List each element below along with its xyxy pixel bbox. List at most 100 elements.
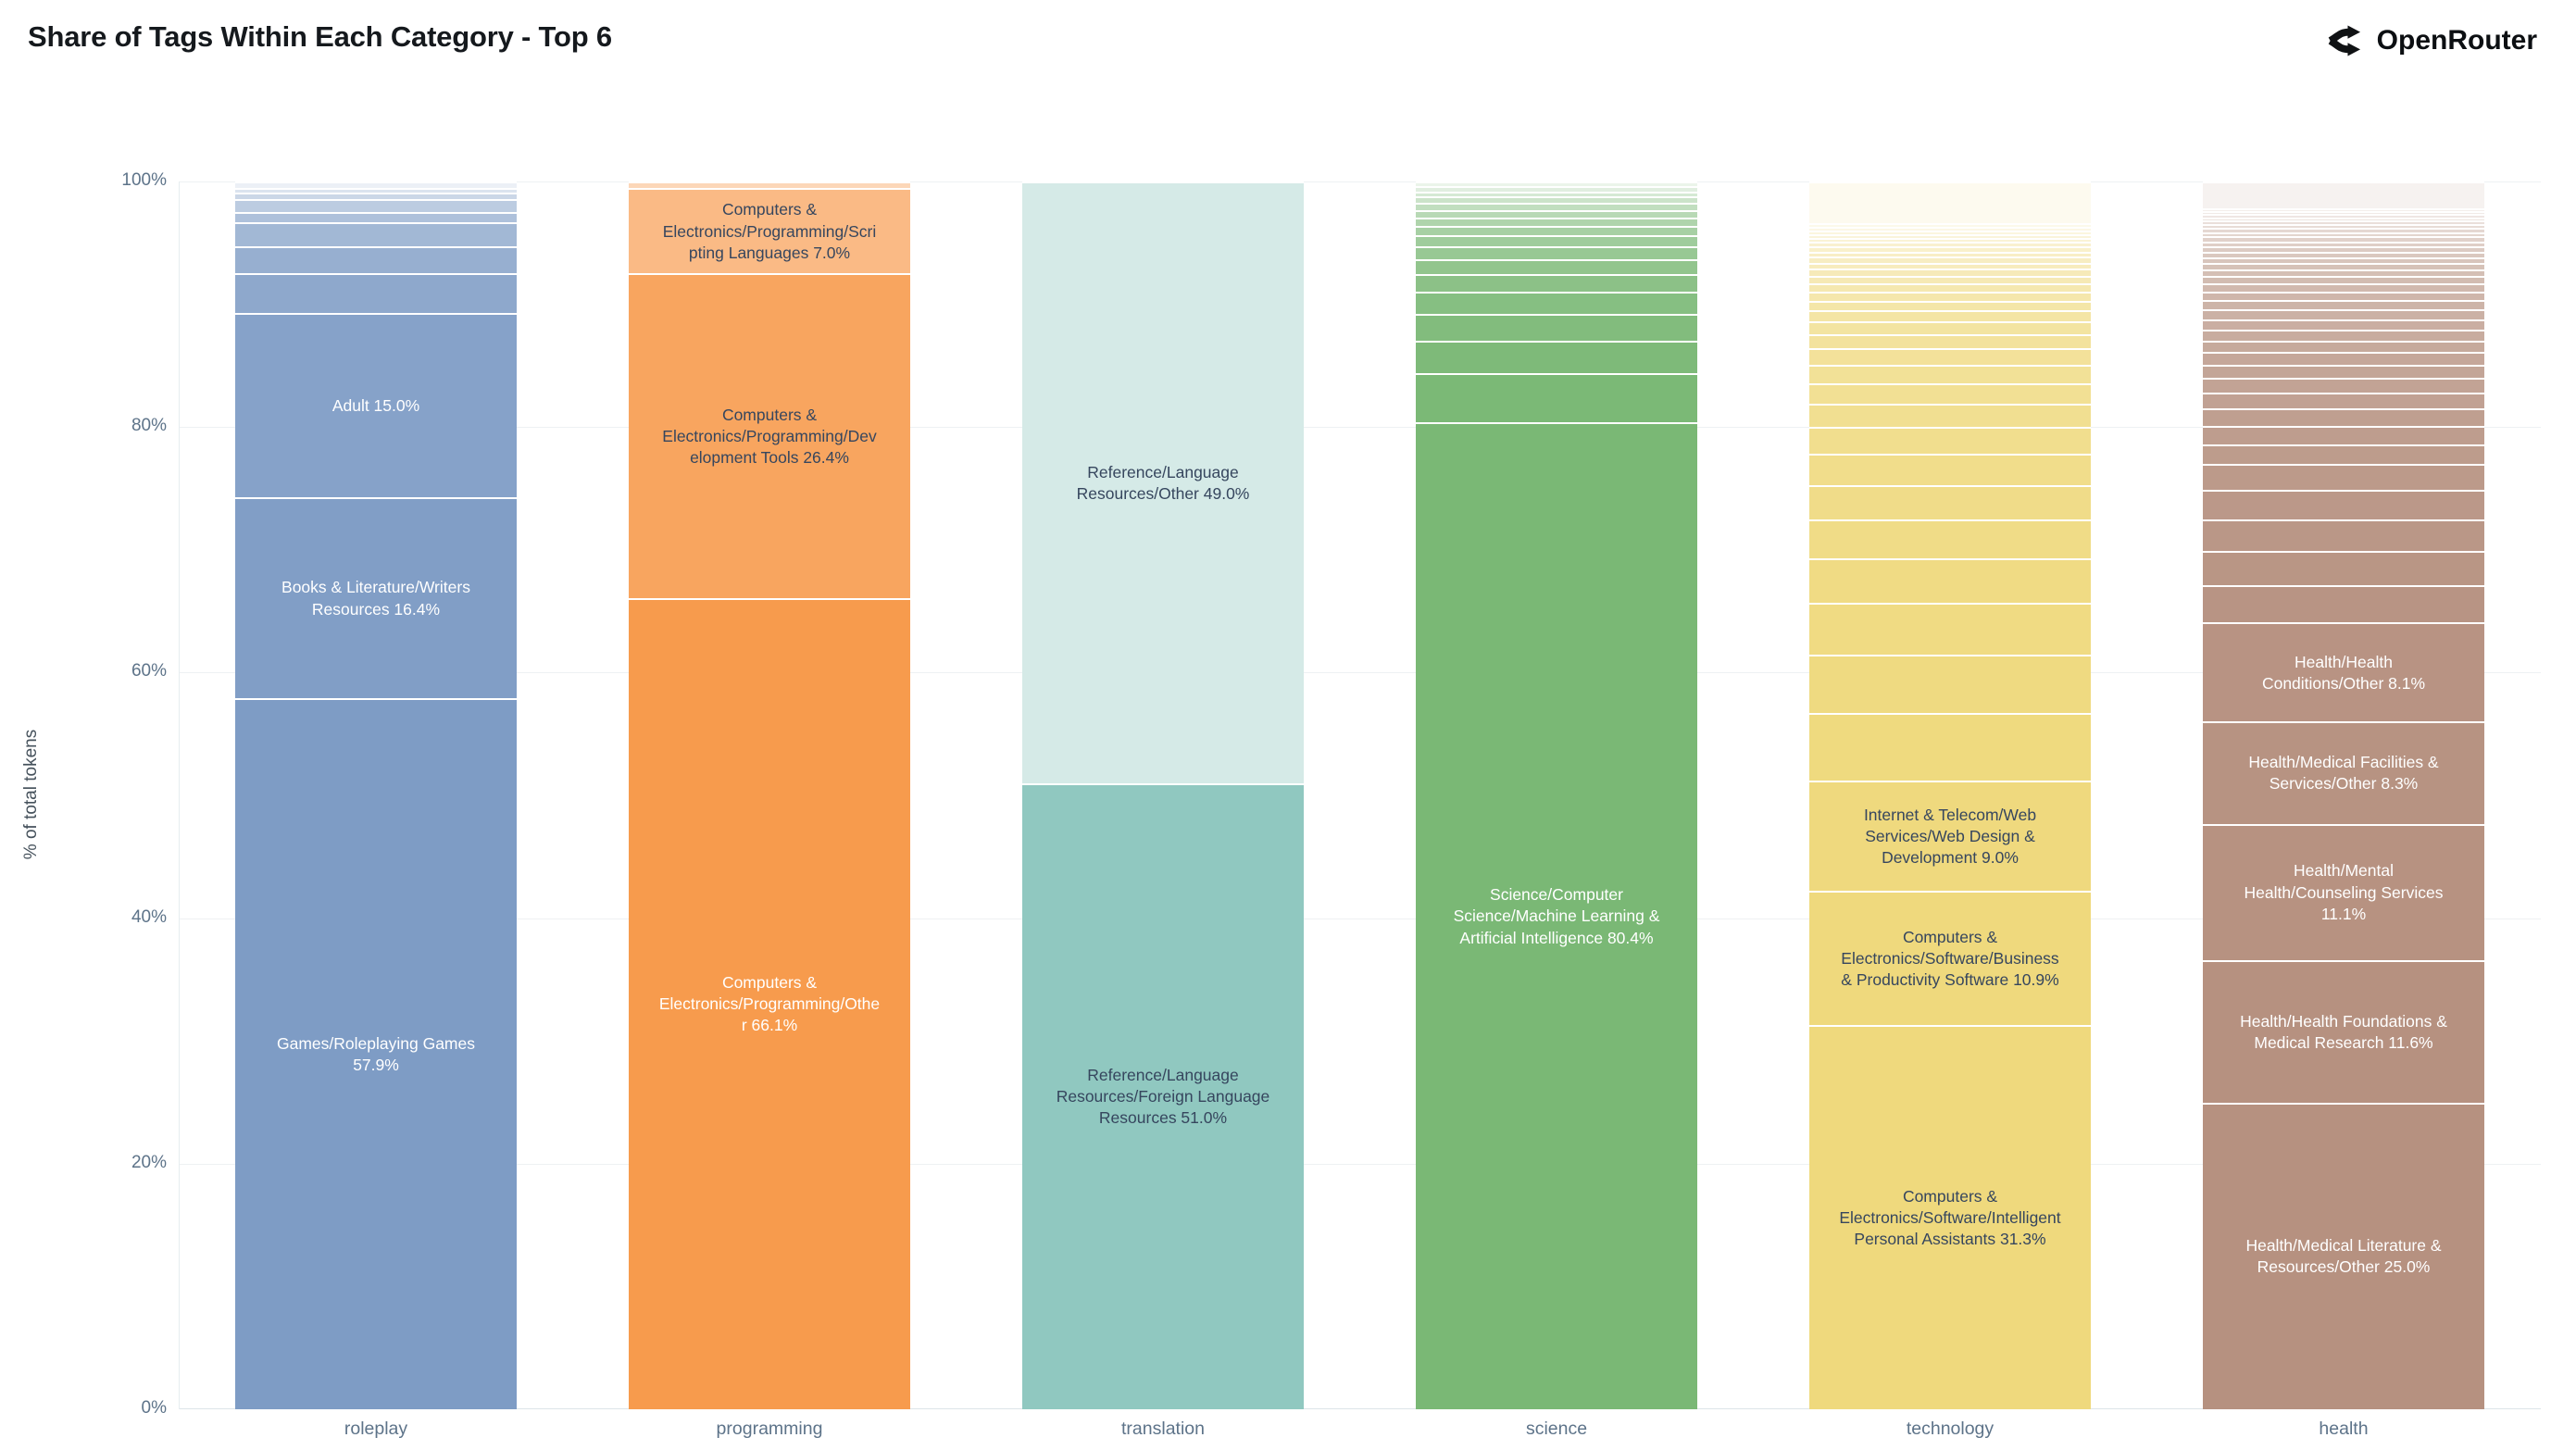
bar-segment[interactable] [2203, 291, 2484, 301]
bar-segment[interactable] [2203, 211, 2484, 215]
bar-segment[interactable] [2203, 241, 2484, 246]
bar-segment[interactable] [1809, 181, 2091, 224]
bar-segment[interactable] [1809, 276, 2091, 284]
bar-segment[interactable] [1809, 654, 2091, 714]
bar-segment-computers-electronics-programming-other[interactable]: Computers & Electronics/Programming/Othe… [629, 597, 910, 1409]
bar-segment[interactable] [1809, 427, 2091, 455]
bar-segment-health-health-conditions-other[interactable]: Health/Health Conditions/Other 8.1% [2203, 622, 2484, 722]
bar-segment-internet-telecom-web-services-web-design-develop[interactable]: Internet & Telecom/Web Services/Web Desi… [1809, 781, 2091, 892]
bar-segment[interactable] [1416, 258, 1697, 274]
bar-segment[interactable] [1416, 196, 1697, 203]
bar-segment[interactable] [2203, 585, 2484, 623]
bar-segment[interactable] [235, 221, 517, 247]
bar-segment[interactable] [1809, 558, 2091, 603]
bar-segment[interactable] [1416, 191, 1697, 197]
bar-segment[interactable] [2203, 425, 2484, 444]
bar-segment[interactable] [2203, 393, 2484, 409]
bar-segment[interactable] [1809, 484, 2091, 519]
bar-segment[interactable] [2203, 309, 2484, 319]
bar-segment[interactable] [1809, 231, 2091, 235]
bar-segment[interactable] [2203, 245, 2484, 252]
bar-segment[interactable] [235, 198, 517, 213]
bar-segment[interactable] [1416, 225, 1697, 236]
bar-segment[interactable] [2203, 269, 2484, 277]
bar-segment-health-mental-health-counseling-services[interactable]: Health/Mental Health/Counseling Services… [2203, 823, 2484, 960]
bar-segment[interactable] [2203, 300, 2484, 310]
bar-segment[interactable] [1809, 227, 2091, 231]
bar-segment[interactable] [1809, 251, 2091, 257]
bar-segment-computers-electronics-software-business-producti[interactable]: Computers & Electronics/Software/Busines… [1809, 891, 2091, 1025]
bar-segment[interactable] [1416, 341, 1697, 373]
bar-segment[interactable] [1809, 269, 2091, 277]
bar-segment[interactable] [1416, 292, 1697, 315]
bar-segment-health-health-foundations-medical-research[interactable]: Health/Health Foundations & Medical Rese… [2203, 959, 2484, 1103]
bar-segment-computers-electronics-programming-development-to[interactable]: Computers & Electronics/Programming/Deve… [629, 273, 910, 598]
bar-segment[interactable] [1809, 382, 2091, 405]
bar-segment[interactable] [235, 273, 517, 313]
bar-segment[interactable] [2203, 283, 2484, 292]
bar-segment[interactable] [2203, 408, 2484, 426]
bar-segment[interactable] [1809, 262, 2091, 269]
bar-segment[interactable] [1809, 519, 2091, 559]
bar-segment[interactable] [1809, 223, 2091, 228]
bar-segment[interactable] [2203, 214, 2484, 218]
bar-segment[interactable] [2203, 340, 2484, 353]
bar-segment[interactable] [1416, 202, 1697, 210]
bar-segment[interactable] [2203, 236, 2484, 242]
bar-segment-computers-electronics-programming-scripting-lang[interactable]: Computers & Electronics/Programming/Scri… [629, 187, 910, 274]
bar-segment[interactable] [2203, 217, 2484, 221]
bar-segment[interactable] [2203, 519, 2484, 552]
bar-segment[interactable] [2203, 319, 2484, 330]
bar-segment[interactable] [2203, 444, 2484, 465]
bar-segment[interactable] [1416, 246, 1697, 259]
bar-segment[interactable] [1416, 314, 1697, 342]
bar-segment[interactable] [1809, 310, 2091, 322]
bar-segment[interactable] [235, 193, 517, 199]
bar-segment[interactable] [1809, 404, 2091, 428]
bar-segment[interactable] [629, 181, 910, 188]
bar-segment[interactable] [235, 246, 517, 274]
bar-segment[interactable] [1809, 364, 2091, 383]
bar-segment[interactable] [1809, 333, 2091, 349]
bar-segment[interactable] [1809, 256, 2091, 263]
bar-segment[interactable] [2203, 378, 2484, 394]
bar-segment-adult[interactable]: Adult 15.0% [235, 312, 517, 497]
bar-segment[interactable] [1809, 242, 2091, 247]
bar-segment-reference-language-resources-foreign-language-re[interactable]: Reference/Language Resources/Foreign Lan… [1022, 782, 1304, 1409]
bar-segment[interactable] [235, 187, 517, 193]
bar-segment[interactable] [1416, 217, 1697, 226]
bar-segment[interactable] [2203, 551, 2484, 586]
bar-segment[interactable] [235, 212, 517, 222]
bar-segment[interactable] [1809, 602, 2091, 655]
bar-segment[interactable] [1809, 246, 2091, 252]
bar-segment[interactable] [1809, 300, 2091, 311]
bar-segment[interactable] [2203, 464, 2484, 490]
bar-segment-health-medical-literature-resources-other[interactable]: Health/Medical Literature & Resources/Ot… [2203, 1102, 2484, 1409]
bar-segment[interactable] [2203, 329, 2484, 341]
bar-segment[interactable] [2203, 276, 2484, 284]
bar-segment[interactable] [1416, 181, 1697, 187]
bar-segment-books-literature-writers-resources[interactable]: Books & Literature/Writers Resources 16.… [235, 496, 517, 699]
bar-segment-science-computer-science-machine-learning-artifi[interactable]: Science/Computer Science/Machine Learnin… [1416, 421, 1697, 1409]
bar-segment[interactable] [2203, 220, 2484, 225]
bar-segment[interactable] [1416, 235, 1697, 247]
bar-segment[interactable] [235, 181, 517, 188]
bar-segment[interactable] [1809, 238, 2091, 243]
bar-segment[interactable] [2203, 364, 2484, 379]
bar-segment[interactable] [2203, 181, 2484, 209]
bar-segment[interactable] [1416, 372, 1697, 422]
bar-segment[interactable] [1809, 713, 2091, 781]
bar-segment[interactable] [2203, 227, 2484, 232]
bar-segment[interactable] [2203, 263, 2484, 270]
bar-segment[interactable] [1809, 321, 2091, 334]
bar-segment-reference-language-resources-other[interactable]: Reference/Language Resources/Other 49.0% [1022, 181, 1304, 783]
bar-segment[interactable] [2203, 489, 2484, 519]
bar-segment[interactable] [2203, 251, 2484, 257]
bar-segment[interactable] [2203, 256, 2484, 264]
bar-segment-computers-electronics-software-intelligent-perso[interactable]: Computers & Electronics/Software/Intelli… [1809, 1024, 2091, 1409]
bar-segment-health-medical-facilities-services-other[interactable]: Health/Medical Facilities & Services/Oth… [2203, 721, 2484, 824]
bar-segment[interactable] [1809, 454, 2091, 485]
bar-segment[interactable] [1416, 209, 1697, 218]
bar-segment[interactable] [2203, 224, 2484, 228]
bar-segment-games-roleplaying-games[interactable]: Games/Roleplaying Games 57.9% [235, 698, 517, 1409]
